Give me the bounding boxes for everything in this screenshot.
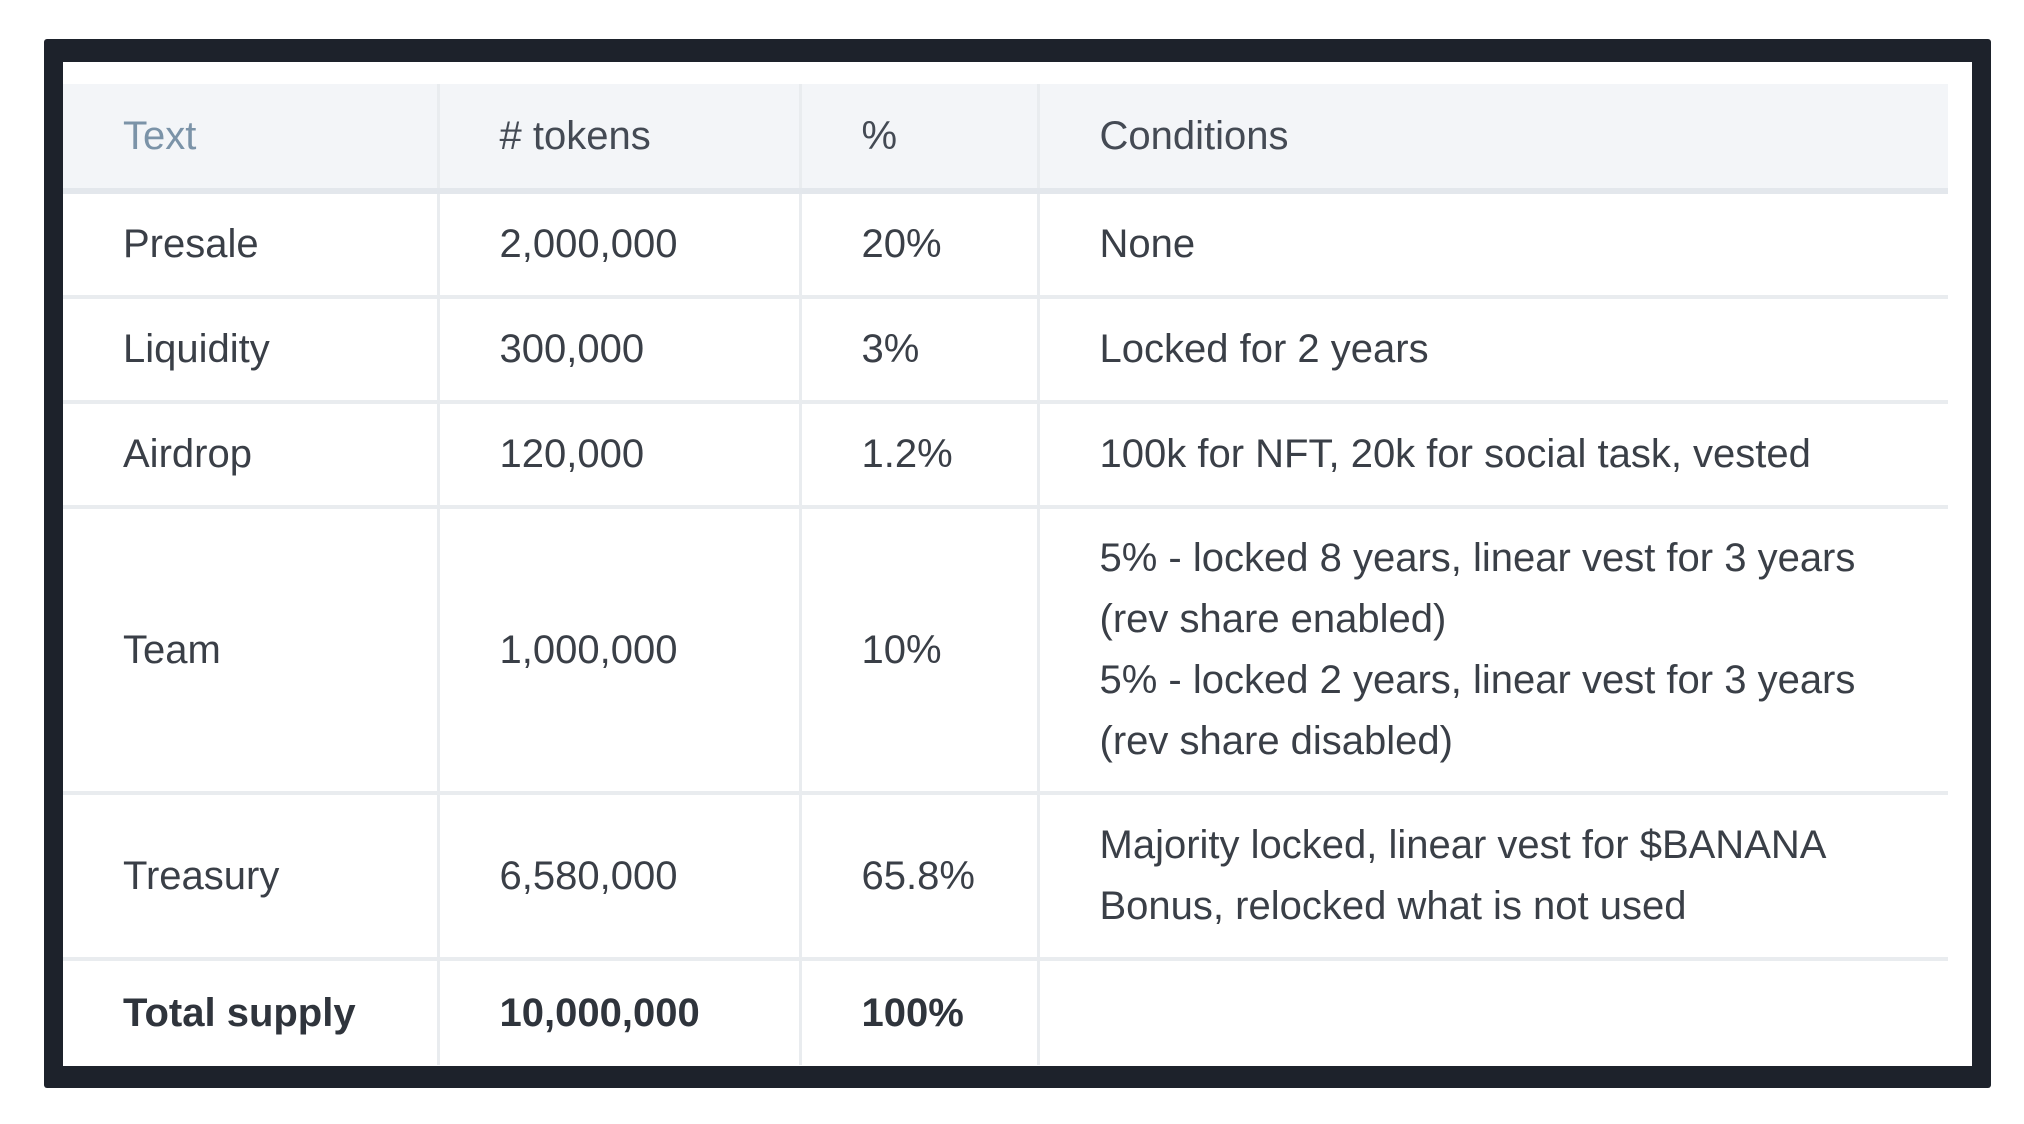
row-percent: 3% — [798, 297, 1038, 404]
header-percent: % — [798, 84, 1038, 194]
row-tokens: 6,580,000 — [436, 793, 800, 961]
row-percent: 10% — [798, 507, 1038, 795]
table-row: Treasury 6,580,000 65.8% Majority locked… — [63, 793, 1948, 961]
total-row: Total supply 10,000,000 100% — [63, 959, 1948, 1065]
total-percent: 100% — [798, 959, 1038, 1065]
condition-line: 5% - locked 2 years, linear vest for 3 y… — [1099, 658, 1856, 702]
header-tokens: # tokens — [436, 84, 800, 194]
table-row: Presale 2,000,000 20% None — [63, 191, 1948, 299]
row-conditions: 5% - locked 8 years, linear vest for 3 y… — [1036, 507, 1948, 795]
condition-line: 5% - locked 8 years, linear vest for 3 y… — [1099, 536, 1856, 580]
condition-line: (rev share enabled) — [1099, 597, 1447, 641]
row-tokens: 2,000,000 — [436, 191, 800, 299]
row-conditions: None — [1036, 191, 1948, 299]
condition-line: Majority locked, linear vest for $BANANA — [1099, 823, 1827, 867]
row-percent: 65.8% — [798, 793, 1038, 961]
row-percent: 1.2% — [798, 402, 1038, 509]
row-tokens: 1,000,000 — [436, 507, 800, 795]
total-name: Total supply — [123, 990, 356, 1035]
condition-line: (rev share disabled) — [1099, 719, 1454, 763]
row-percent: 20% — [798, 191, 1038, 299]
condition-line: 100k for NFT, 20k for social task, veste… — [1099, 432, 1811, 476]
condition-line: None — [1099, 222, 1196, 266]
table-panel: Text # tokens % Conditions Presale 2,000… — [63, 62, 1972, 1066]
header-row: Text # tokens % Conditions — [63, 84, 1948, 194]
row-name: Team — [63, 507, 438, 795]
row-name: Presale — [63, 191, 438, 299]
condition-line: Locked for 2 years — [1099, 327, 1429, 371]
row-conditions: 100k for NFT, 20k for social task, veste… — [1036, 402, 1948, 509]
table-row: Airdrop 120,000 1.2% 100k for NFT, 20k f… — [63, 402, 1948, 509]
row-tokens: 300,000 — [436, 297, 800, 404]
condition-line: Bonus, relocked what is not used — [1099, 884, 1687, 928]
row-tokens: 120,000 — [436, 402, 800, 509]
table-row: Liquidity 300,000 3% Locked for 2 years — [63, 297, 1948, 404]
table-row: Team 1,000,000 10% 5% - locked 8 years, … — [63, 507, 1948, 795]
header-text: Text — [63, 84, 438, 194]
row-name: Treasury — [63, 793, 438, 961]
row-name: Airdrop — [63, 402, 438, 509]
row-conditions: Majority locked, linear vest for $BANANA… — [1036, 793, 1948, 961]
row-name: Liquidity — [63, 297, 438, 404]
total-tokens: 10,000,000 — [436, 959, 800, 1065]
header-conditions: Conditions — [1036, 84, 1948, 194]
row-conditions: Locked for 2 years — [1036, 297, 1948, 404]
total-conditions — [1036, 959, 1948, 1065]
token-allocation-table: Text # tokens % Conditions Presale 2,000… — [63, 84, 1948, 1065]
